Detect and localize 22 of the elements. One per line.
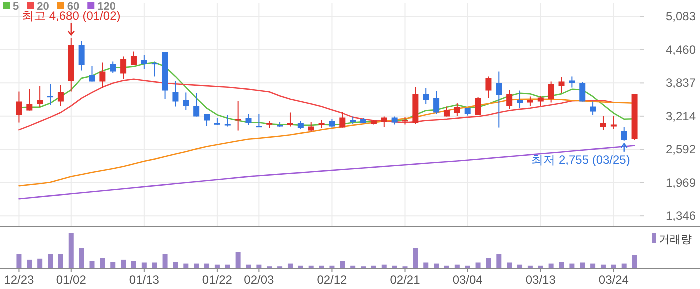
xtick-label: 02/03 [244,273,274,287]
xtick-label: 02/12 [317,273,348,287]
ytick-label: 3,837 [666,76,696,90]
xtick-label: 02/21 [390,273,420,287]
xtick-label: 01/22 [202,273,232,287]
legend-label: 거래량 [659,234,692,246]
xtick-label: 03/13 [526,273,556,287]
legend-item: 5 [3,1,20,13]
xtick-label: 03/04 [452,273,483,287]
ytick-label: 4,460 [666,42,696,57]
xtick-label: 01/13 [129,273,160,287]
xtick-label: 01/02 [56,273,86,287]
ytick-label: 1,346 [666,209,696,224]
ytick-label: 3,214 [666,109,696,124]
legend-label: 5 [13,1,20,13]
annotation: 최저 2,755 (03/25) [532,152,630,167]
ytick-label: 5,083 [666,10,696,24]
ytick-label: 2,592 [666,142,696,157]
xtick-label: 03/24 [598,273,629,287]
xtick-label: 12/23 [4,273,34,287]
ytick-label: 1,969 [666,176,696,190]
legend-item: 거래량 [652,233,692,246]
